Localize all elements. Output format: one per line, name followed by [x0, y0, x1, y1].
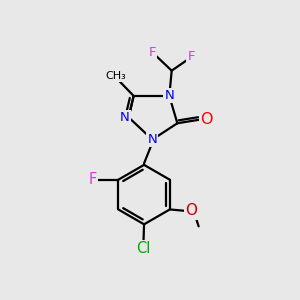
Text: N: N [148, 133, 157, 146]
Text: O: O [200, 112, 212, 127]
Text: N: N [164, 89, 174, 102]
Text: F: F [187, 50, 195, 63]
Text: F: F [148, 46, 156, 59]
Text: CH₃: CH₃ [105, 71, 126, 81]
Text: F: F [88, 172, 97, 187]
Text: O: O [185, 203, 197, 218]
Text: N: N [120, 111, 130, 124]
Text: Cl: Cl [136, 241, 151, 256]
